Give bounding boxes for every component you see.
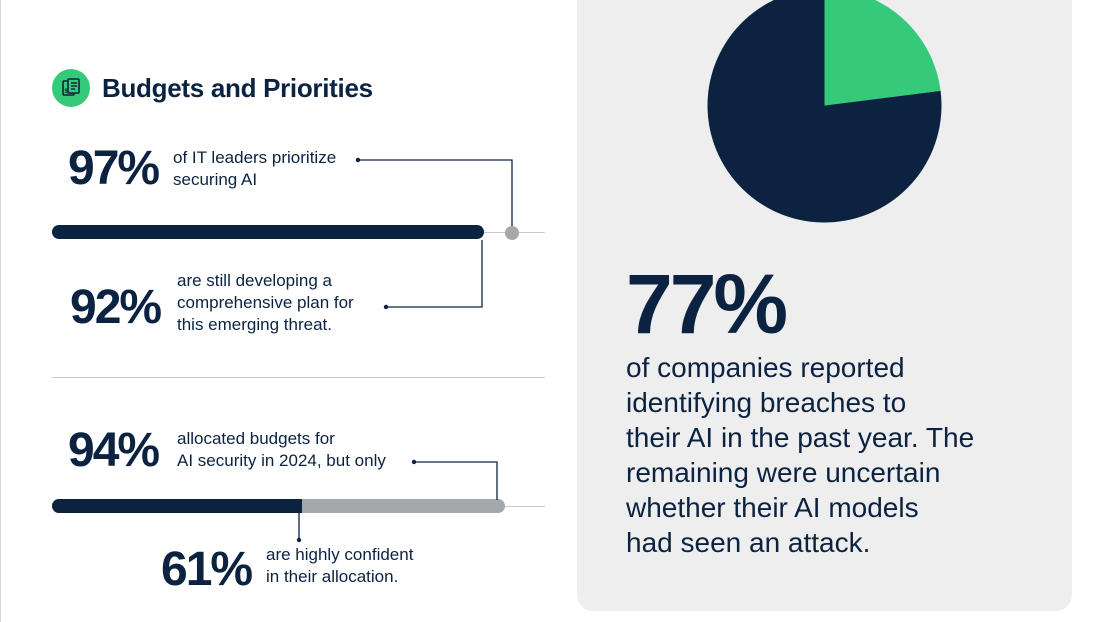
page-edge (0, 0, 1, 622)
panel-text-line3: their AI in the past year. The (626, 422, 975, 453)
pie-slice-uncertain (824, 0, 941, 106)
stat-97-text-line1: of IT leaders prioritize (173, 148, 337, 167)
stat-97-value: 97% (68, 142, 160, 195)
marker-97 (505, 226, 519, 240)
stat-97-text-line2: securing AI (173, 170, 258, 189)
stat-94-text-line1: allocated budgets for (177, 429, 335, 448)
panel-stat-text: of companies reported identifying breach… (626, 350, 1046, 560)
breach-pie-chart (707, 0, 942, 223)
section-heading: $ Budgets and Priorities (52, 68, 373, 108)
stat-92-text-line2: comprehensive plan for (177, 293, 354, 312)
connector-92-dot (383, 304, 389, 310)
connector-61-dot (296, 537, 302, 543)
pie-slice-breached (707, 0, 942, 223)
budget-document-icon: $ (52, 69, 90, 107)
panel-text-line5: whether their AI models (626, 492, 919, 523)
stat-94-text-line2: AI security in 2024, but only (177, 451, 386, 470)
panel-text-line1: of companies reported (626, 352, 905, 383)
stat-92-text-line1: are still developing a (177, 271, 332, 290)
panel-text-line4: remaining were uncertain (626, 457, 941, 488)
stat-92-value: 92% (70, 281, 162, 334)
svg-text:$: $ (65, 89, 69, 95)
progress-bar-61 (52, 499, 302, 513)
stat-61-text: are highly confident in their allocation… (266, 544, 413, 588)
panel-text-line2: identifying breaches to (626, 387, 907, 418)
stat-97-text: of IT leaders prioritize securing AI (173, 147, 336, 191)
connector-97 (358, 159, 513, 226)
connector-97-dot (355, 157, 361, 163)
stat-61-text-line1: are highly confident (266, 545, 414, 564)
panel-text-line6: had seen an attack. (626, 527, 871, 558)
stat-92-text: are still developing a comprehensive pla… (177, 270, 354, 336)
section-title: Budgets and Priorities (102, 72, 373, 103)
stat-61-value: 61% (161, 543, 253, 596)
connector-94 (414, 461, 498, 500)
stat-94-text: allocated budgets for AI security in 202… (177, 428, 386, 472)
panel-stat-value: 77% (626, 257, 788, 351)
connector-92 (386, 240, 483, 308)
section-divider (52, 377, 545, 378)
stat-61-text-line2: in their allocation. (266, 567, 399, 586)
stat-92-text-line3: this emerging threat. (177, 315, 332, 334)
stat-94-value: 94% (68, 424, 160, 477)
connector-94-dot (411, 459, 417, 465)
progress-bar-92 (52, 225, 484, 239)
